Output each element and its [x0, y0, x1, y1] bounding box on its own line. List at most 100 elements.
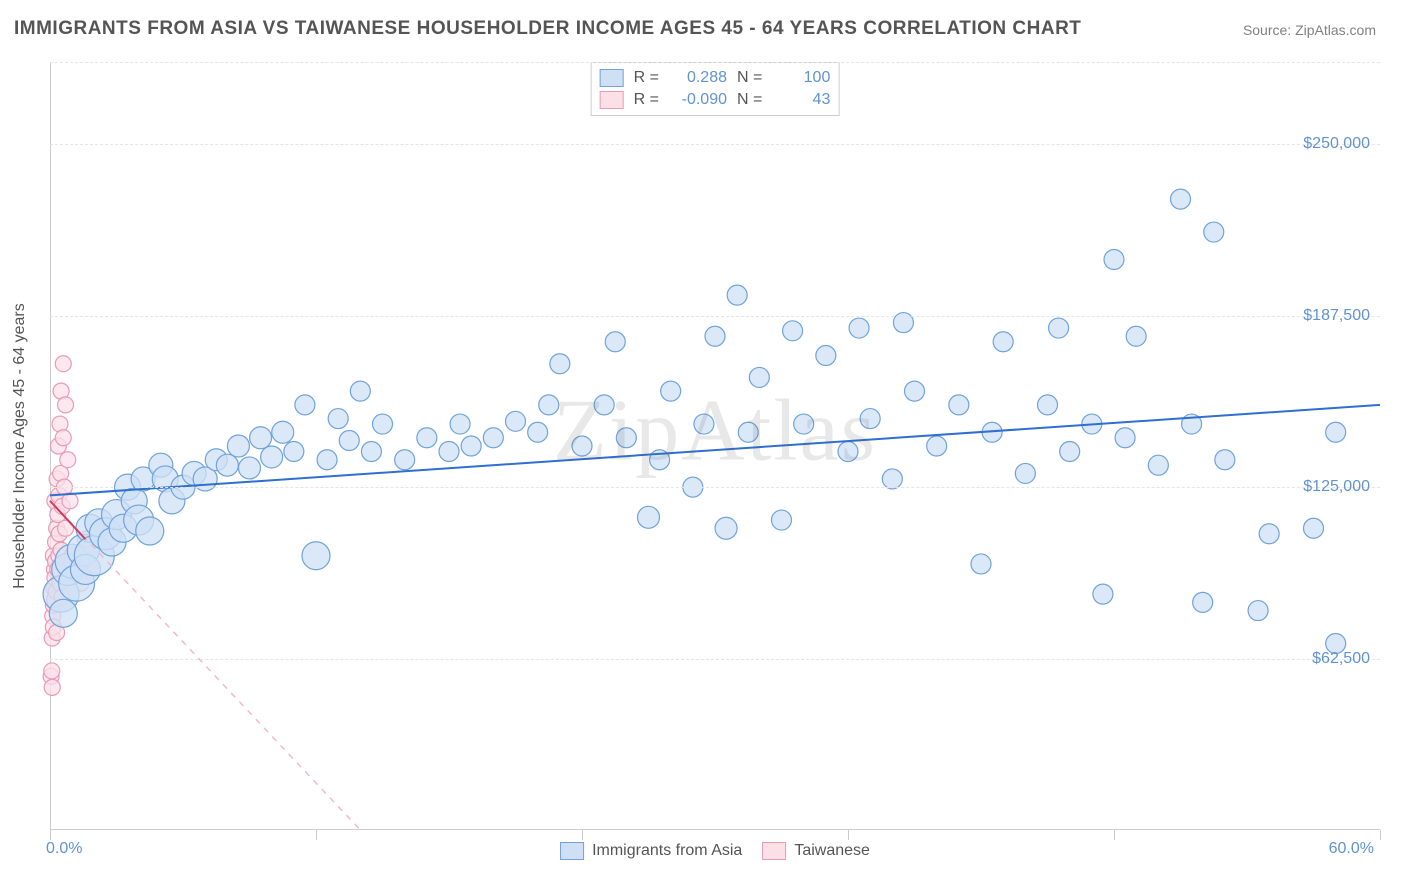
- data-point: [1093, 584, 1113, 604]
- data-point: [705, 326, 725, 346]
- data-point: [1304, 518, 1324, 538]
- data-point: [738, 422, 758, 442]
- gridline: [50, 144, 1380, 145]
- data-point: [715, 517, 737, 539]
- x-tick: [1380, 830, 1381, 840]
- legend-label-taiwan: Taiwanese: [794, 842, 870, 860]
- data-point: [1248, 601, 1268, 621]
- y-tick-label: $187,500: [1303, 307, 1370, 325]
- data-point: [58, 397, 74, 413]
- data-point: [450, 414, 470, 434]
- data-point: [44, 679, 60, 695]
- data-point: [971, 554, 991, 574]
- data-point: [694, 414, 714, 434]
- data-point: [261, 446, 283, 468]
- r-value-taiwan: -0.090: [669, 91, 727, 109]
- data-point: [572, 436, 592, 456]
- data-point: [239, 457, 261, 479]
- data-point: [317, 450, 337, 470]
- data-point: [350, 381, 370, 401]
- y-tick-label: $125,000: [1303, 478, 1370, 496]
- data-point: [1126, 326, 1146, 346]
- x-tick: [848, 830, 849, 840]
- n-value-taiwan: 43: [772, 91, 830, 109]
- data-point: [302, 542, 330, 570]
- data-point: [927, 436, 947, 456]
- swatch-asia-b: [560, 842, 584, 860]
- data-point: [55, 430, 71, 446]
- n-label: N =: [737, 69, 762, 87]
- data-point: [727, 285, 747, 305]
- data-point: [849, 318, 869, 338]
- data-point: [49, 599, 77, 627]
- data-point: [616, 428, 636, 448]
- data-point: [638, 506, 660, 528]
- data-point: [461, 436, 481, 456]
- y-tick-label: $62,500: [1312, 650, 1370, 668]
- data-point: [361, 441, 381, 461]
- data-point: [506, 411, 526, 431]
- data-point: [328, 409, 348, 429]
- data-point: [250, 427, 272, 449]
- data-point: [1049, 318, 1069, 338]
- data-point: [55, 356, 71, 372]
- source-attribution: Source: ZipAtlas.com: [1243, 22, 1376, 38]
- data-point: [816, 345, 836, 365]
- x-max-label: 60.0%: [1329, 840, 1374, 858]
- data-point: [417, 428, 437, 448]
- data-point: [1204, 222, 1224, 242]
- data-point: [860, 409, 880, 429]
- data-point: [1259, 524, 1279, 544]
- data-point: [605, 332, 625, 352]
- data-point: [373, 414, 393, 434]
- legend-item-asia: Immigrants from Asia: [560, 842, 742, 860]
- data-point: [1104, 249, 1124, 269]
- x-tick: [1114, 830, 1115, 840]
- data-point: [60, 452, 76, 468]
- x-tick: [50, 830, 51, 840]
- n-value-asia: 100: [772, 69, 830, 87]
- scatter-svg: [50, 62, 1380, 830]
- data-point: [483, 428, 503, 448]
- data-point: [783, 321, 803, 341]
- plot-area: ZipAtlas Householder Income Ages 45 - 64…: [50, 62, 1380, 830]
- data-point: [594, 395, 614, 415]
- gridline: [50, 316, 1380, 317]
- legend-row-asia: R = 0.288 N = 100: [600, 67, 831, 89]
- data-point: [949, 395, 969, 415]
- data-point: [1193, 592, 1213, 612]
- data-point: [749, 367, 769, 387]
- data-point: [1015, 463, 1035, 483]
- swatch-asia: [600, 69, 624, 87]
- x-tick: [582, 830, 583, 840]
- gridline: [50, 659, 1380, 660]
- y-tick-label: $250,000: [1303, 135, 1370, 153]
- data-point: [661, 381, 681, 401]
- swatch-taiwan-b: [762, 842, 786, 860]
- r-value-asia: 0.288: [669, 69, 727, 87]
- y-axis-title: Householder Income Ages 45 - 64 years: [11, 303, 29, 589]
- data-point: [272, 421, 294, 443]
- data-point: [44, 663, 60, 679]
- data-point: [1215, 450, 1235, 470]
- data-point: [227, 435, 249, 457]
- gridline: [50, 487, 1380, 488]
- x-min-label: 0.0%: [46, 840, 82, 858]
- series-legend: Immigrants from Asia Taiwanese: [560, 842, 870, 860]
- data-point: [539, 395, 559, 415]
- data-point: [550, 354, 570, 374]
- data-point: [395, 450, 415, 470]
- legend-row-taiwan: R = -0.090 N = 43: [600, 89, 831, 111]
- n-label: N =: [737, 91, 762, 109]
- data-point: [882, 469, 902, 489]
- data-point: [838, 441, 858, 461]
- legend-item-taiwan: Taiwanese: [762, 842, 870, 860]
- data-point: [439, 441, 459, 461]
- gridline: [50, 62, 1380, 63]
- data-point: [1148, 455, 1168, 475]
- data-point: [339, 431, 359, 451]
- data-point: [772, 510, 792, 530]
- data-point: [295, 395, 315, 415]
- r-label: R =: [634, 69, 659, 87]
- data-point: [1060, 441, 1080, 461]
